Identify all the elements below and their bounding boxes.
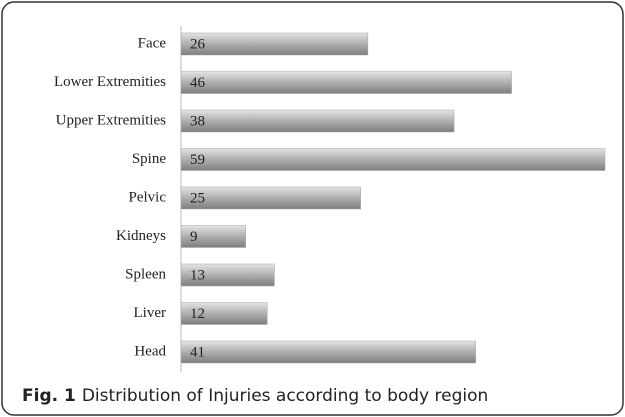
- y-tick-label: Face: [138, 35, 167, 51]
- data-label: 46: [190, 75, 206, 91]
- data-label: 38: [190, 113, 205, 129]
- data-label: 26: [190, 36, 206, 52]
- bar: [180, 148, 606, 171]
- y-tick-label: Spine: [132, 151, 167, 167]
- y-tick-label: Spleen: [125, 266, 166, 282]
- bar: [180, 109, 455, 133]
- data-label: 25: [190, 190, 205, 206]
- bar: [180, 71, 512, 94]
- bar: [180, 186, 361, 210]
- bar: [180, 225, 246, 248]
- caption: Fig. 1 Distribution of Injuries according…: [22, 386, 488, 406]
- data-label: 59: [190, 152, 205, 168]
- y-tick-label: Kidneys: [116, 228, 166, 244]
- y-tick-label: Pelvic: [129, 189, 167, 205]
- data-label: 13: [190, 267, 205, 283]
- y-tick-label: Lower Extremities: [54, 74, 166, 90]
- y-tick-label: Head: [134, 343, 166, 359]
- y-tick-label: Liver: [134, 305, 166, 321]
- bar: [180, 302, 268, 325]
- data-label: 12: [190, 306, 205, 322]
- caption-label: Fig. 1: [22, 386, 76, 406]
- bar: [180, 340, 476, 364]
- bar: [180, 263, 275, 287]
- bar: [180, 32, 369, 56]
- caption-text: Distribution of Injuries according to bo…: [82, 386, 488, 406]
- y-tick-label: Upper Extremities: [56, 112, 167, 128]
- data-label: 9: [190, 229, 198, 245]
- data-label: 41: [190, 344, 205, 360]
